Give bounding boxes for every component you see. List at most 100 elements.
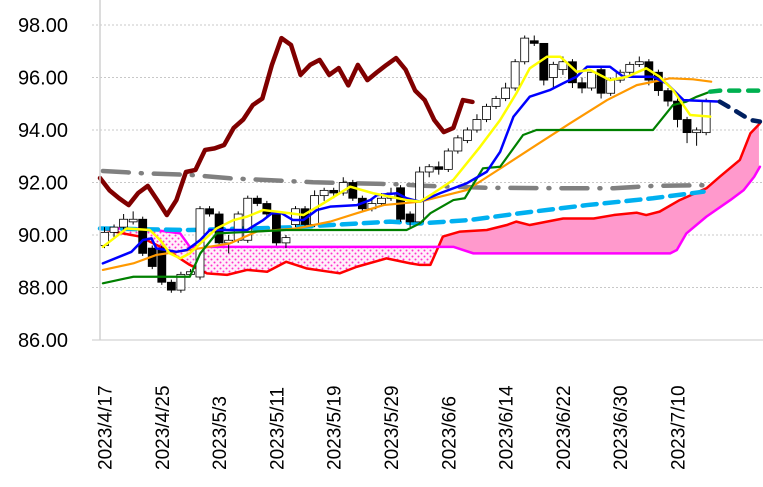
candlestick [415,166,425,225]
x-tick-label: 2023/6/14 [497,385,518,470]
candlestick [271,211,281,246]
kijun-sen-forecast-line [707,88,763,94]
cloud-bearish-area [100,228,439,275]
cloud-bullish-area [439,124,759,254]
y-tick-label: 86.00 [18,330,68,352]
x-tick-label: 2023/4/17 [96,385,117,470]
candle-body-up [501,87,511,99]
candlesticks [100,35,711,293]
candle-body-up [109,226,119,233]
candle-body-up [119,218,128,228]
candlestick [434,161,444,175]
chikou-span-line [97,35,475,218]
candle-body-down [405,213,415,223]
moving-average-yellow-line [101,55,712,260]
x-tick-label: 2023/5/29 [382,385,403,470]
moving-average-orange-line [101,77,713,272]
candlestick [281,235,291,249]
candle-body-up [462,129,472,141]
candle-body-up [472,119,482,131]
candle-body-up [510,61,520,89]
candle-body-up [243,197,253,241]
kijun-sen-line [101,90,712,285]
candlestick [663,88,673,107]
candle-body-up [291,208,300,225]
x-tick-label: 2023/5/3 [210,396,231,470]
candlestick [128,211,138,225]
candle-body-up [319,189,329,197]
candle-body-down [252,197,262,204]
candle-body-down [673,100,682,120]
candlestick [453,135,463,154]
candlestick [577,77,587,94]
candlestick [472,114,482,133]
candlestick [692,127,701,146]
y-tick-label: 90.00 [18,225,68,247]
tenkan-sen-forecast-line [717,99,763,124]
candlestick [405,211,415,228]
candlestick [520,35,530,65]
candle-body-down [596,69,606,94]
y-tick-label: 94.00 [18,120,68,142]
candlestick [262,200,272,217]
y-axis: 98.00 96.00 94.00 92.00 90.00 88.00 86.00 [18,0,101,352]
candlestick [539,42,549,86]
candlestick [176,271,186,293]
candle-body-down [205,208,214,215]
candlestick [319,187,329,201]
candlestick [119,214,128,230]
candle-body-up [443,150,453,170]
candlestick [157,245,167,285]
candle-body-up [634,61,644,65]
candlestick [596,67,606,99]
x-axis: 2023/4/17 2023/4/25 2023/5/3 2023/5/11 2023/… [96,385,690,470]
candlestick [501,82,511,102]
candlestick [548,61,558,88]
x-tick-label: 2023/4/25 [153,385,174,470]
candlestick [568,59,577,88]
candlestick [491,95,501,109]
candle-body-down [166,281,176,291]
candle-body-down [262,203,272,215]
candle-body-up [128,218,138,223]
candlestick [510,59,520,91]
senkou-span-a-line [98,122,762,277]
candle-body-down [663,90,673,102]
candle-body-up [491,98,501,107]
candle-body-up [377,197,386,204]
x-tick-label: 2023/6/30 [611,385,632,470]
x-tick-label: 2023/5/19 [325,385,346,470]
kumo-cloud [100,124,759,275]
candle-body-up [558,61,568,71]
candlestick [138,216,148,256]
candle-body-up [587,71,596,89]
y-tick-label: 96.00 [18,68,68,90]
candle-body-up [548,63,558,78]
candlestick [166,279,176,293]
candle-body-up [692,129,701,134]
moving-average-gray-line [100,168,716,191]
candlestick [529,35,539,46]
y-tick-label: 98.00 [18,15,68,37]
candlestick [443,148,453,172]
candlestick [587,69,596,91]
candlestick [109,224,119,238]
gridlines [92,24,763,341]
candle-body-up [415,171,425,223]
candlestick [482,103,491,123]
x-tick-label: 2023/6/6 [439,396,460,470]
candle-body-down [138,218,148,254]
candlestick [291,206,300,228]
candle-body-down [348,182,358,199]
candle-body-up [482,105,491,120]
candlestick [348,179,358,201]
x-tick-label: 2023/5/11 [267,387,288,470]
candle-body-up [424,166,434,173]
x-tick-label: 2023/7/10 [669,385,690,470]
candle-body-down [434,166,444,170]
candlestick [252,195,262,207]
candle-body-up [625,63,635,73]
candle-body-down [682,119,692,134]
candle-body-up [606,79,616,94]
candle-body-down [577,82,587,89]
